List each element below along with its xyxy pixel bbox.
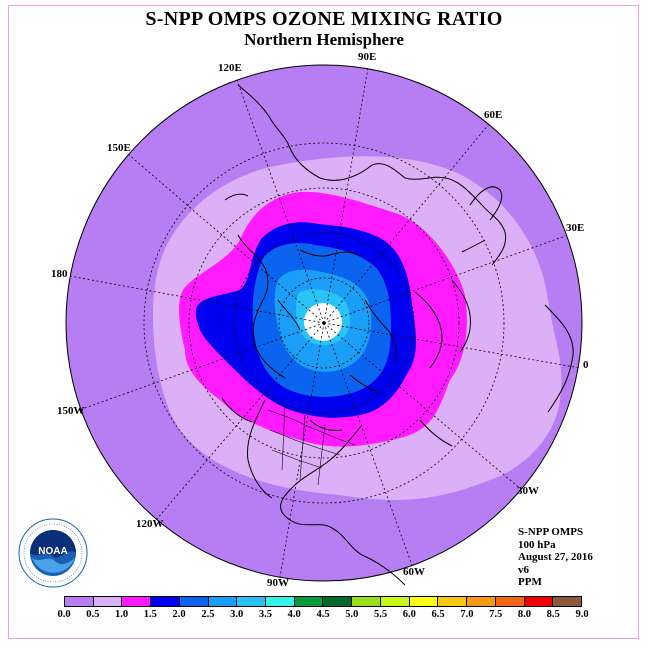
lon-label-30w: 30W (517, 485, 539, 497)
coastlines (221, 84, 574, 586)
color-scale-cell (179, 597, 209, 606)
color-scale-cell (208, 597, 238, 606)
color-scale-cell (266, 597, 295, 606)
color-scale-cell (65, 597, 94, 606)
color-scale-tick-label: 3.5 (258, 609, 272, 620)
info-instrument: S-NPP OMPS (518, 526, 584, 538)
color-scale-cell (380, 597, 410, 606)
color-scale-tick-label: 7.0 (460, 609, 474, 620)
color-scale-tick-label: 6.5 (431, 609, 445, 620)
color-scale-cell (237, 597, 267, 606)
lon-label-60e: 60E (484, 109, 503, 121)
info-units: PPM (518, 576, 542, 588)
longitude-lines (69, 67, 581, 578)
lon-label-150e: 150E (107, 142, 131, 154)
noaa-logo: NOAA (18, 518, 88, 588)
lon-label-90e: 90E (358, 51, 377, 63)
info-level: 100 hPa (518, 538, 556, 551)
color-scale-tick-label: 8.0 (517, 609, 531, 620)
lon-label-150w: 150W (57, 405, 85, 417)
color-scale-tick-label: 3.0 (230, 609, 244, 620)
color-scale-tick-label: 1.5 (143, 609, 157, 620)
lon-label-0: 0 (583, 359, 589, 371)
plot-info: S-NPP OMPS 100 hPa August 27, 2016 v6 PP… (518, 526, 593, 589)
color-scale-cell (553, 597, 581, 606)
color-scale-cell (352, 597, 381, 606)
color-scale-tick-label: 4.5 (316, 609, 330, 620)
color-scale-cell (438, 597, 468, 606)
color-scale-tick-label: 1.0 (114, 609, 129, 620)
color-scale-cell (409, 597, 439, 606)
color-scale-cell (122, 597, 152, 606)
color-scale-cell (323, 597, 353, 606)
lon-label-90w: 90W (267, 577, 289, 589)
color-scale-tick-label: 5.5 (373, 609, 388, 620)
color-scale-tick-label: 0.0 (57, 609, 71, 620)
map-subtitle: Northern Hemisphere (244, 30, 404, 49)
lon-label-120w: 120W (136, 518, 164, 530)
info-date: August 27, 2016 (518, 551, 593, 563)
color-scale-cell (467, 597, 496, 606)
color-scale-tick-label: 6.0 (402, 609, 416, 620)
color-scale-tick-label: 0.5 (86, 609, 100, 620)
lon-label-120e: 120E (218, 62, 242, 74)
color-scale-ticks: 0.0 0.5 1.0 1.5 2.0 2.5 3.0 3.5 4.0 4.5 5.0 5.5 6.0 6… (57, 609, 588, 623)
svg-text:NOAA: NOAA (38, 546, 67, 557)
color-scale-cell (151, 597, 180, 606)
color-scale-tick-label: 4.0 (287, 609, 301, 620)
color-scale-bar (64, 596, 582, 607)
color-scale-tick-label: 7.5 (489, 609, 503, 620)
plot-frame (8, 5, 639, 639)
color-scale-cell (294, 597, 324, 606)
color-scale-cell (93, 597, 123, 606)
map-title: S-NPP OMPS OZONE MIXING RATIO (145, 8, 503, 30)
color-scale-cell (495, 597, 525, 606)
lon-label-60w: 60W (403, 566, 425, 578)
color-scale-tick-label: 5.0 (345, 609, 359, 620)
color-scale-tick-label: 9.0 (575, 609, 589, 620)
map-boundary (65, 64, 583, 582)
color-scale-tick-label: 2.0 (172, 609, 186, 620)
color-scale-tick-label: 8.5 (546, 609, 560, 620)
color-scale-tick-label: 2.5 (201, 609, 215, 620)
lon-label-180: 180 (51, 268, 68, 280)
country-borders (267, 404, 356, 486)
latitude-lines (143, 142, 505, 504)
lon-label-30e: 30E (566, 222, 585, 234)
color-scale-cell (524, 597, 554, 606)
info-version: v6 (518, 563, 529, 576)
